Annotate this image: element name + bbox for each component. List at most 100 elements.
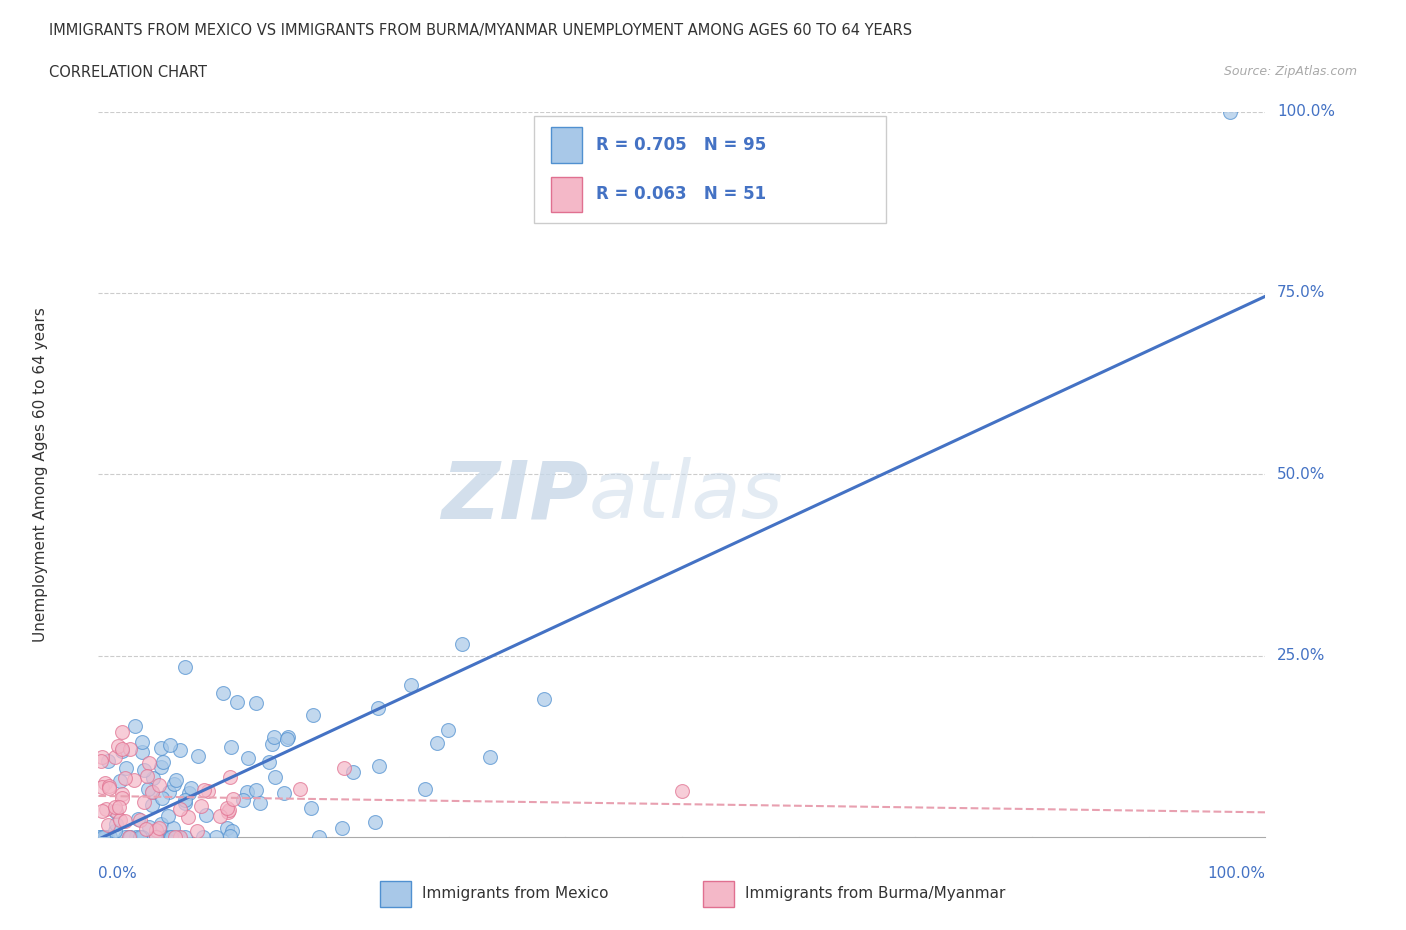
- Point: [115, 761, 138, 776]
- Point: [264, 770, 287, 785]
- Point: [141, 797, 163, 812]
- Point: [226, 695, 249, 710]
- Point: [413, 782, 436, 797]
- Point: [94, 802, 117, 817]
- Point: [114, 771, 136, 786]
- Text: 25.0%: 25.0%: [1277, 648, 1326, 663]
- Point: [93, 776, 115, 790]
- Text: Source: ZipAtlas.com: Source: ZipAtlas.com: [1223, 65, 1357, 78]
- Point: [174, 795, 197, 810]
- Text: Unemployment Among Ages 60 to 64 years: Unemployment Among Ages 60 to 64 years: [32, 307, 48, 642]
- Point: [671, 783, 693, 798]
- Text: Immigrants from Mexico: Immigrants from Mexico: [422, 886, 609, 901]
- Point: [104, 800, 127, 815]
- Point: [219, 769, 242, 784]
- Point: [177, 786, 200, 801]
- Point: [367, 700, 389, 715]
- Point: [367, 759, 389, 774]
- Text: 100.0%: 100.0%: [1208, 866, 1265, 881]
- Point: [302, 708, 325, 723]
- Point: [107, 739, 129, 754]
- Point: [94, 830, 117, 844]
- Point: [426, 736, 449, 751]
- Point: [132, 794, 155, 809]
- Point: [145, 823, 167, 838]
- Point: [90, 750, 112, 764]
- Point: [162, 821, 184, 836]
- Point: [169, 743, 191, 758]
- Point: [217, 804, 239, 819]
- Point: [257, 755, 280, 770]
- Point: [111, 743, 134, 758]
- Point: [89, 753, 111, 768]
- Point: [288, 782, 311, 797]
- Point: [97, 753, 120, 768]
- Point: [159, 830, 181, 844]
- Point: [169, 830, 191, 844]
- Point: [273, 785, 295, 800]
- Point: [238, 751, 260, 765]
- Point: [148, 777, 170, 792]
- Point: [129, 813, 152, 828]
- Point: [143, 830, 166, 844]
- Point: [249, 795, 271, 810]
- Text: 75.0%: 75.0%: [1277, 286, 1326, 300]
- Point: [118, 830, 141, 844]
- Point: [108, 800, 131, 815]
- Point: [149, 741, 172, 756]
- Point: [166, 830, 188, 844]
- Text: 100.0%: 100.0%: [1277, 104, 1336, 119]
- Point: [131, 830, 153, 844]
- Point: [138, 755, 160, 770]
- Text: atlas: atlas: [589, 457, 783, 535]
- Point: [96, 830, 118, 844]
- Point: [135, 821, 157, 836]
- Point: [160, 829, 183, 844]
- Point: [277, 730, 299, 745]
- Point: [131, 735, 153, 750]
- Point: [245, 696, 267, 711]
- Point: [157, 830, 180, 844]
- Point: [127, 812, 149, 827]
- Point: [136, 782, 159, 797]
- Point: [104, 804, 127, 819]
- Point: [169, 802, 191, 817]
- Point: [245, 783, 267, 798]
- Point: [180, 781, 202, 796]
- Point: [174, 659, 197, 674]
- Point: [187, 749, 209, 764]
- Point: [212, 686, 235, 701]
- Point: [111, 790, 134, 805]
- Point: [276, 731, 298, 746]
- Point: [135, 769, 157, 784]
- Point: [104, 804, 127, 818]
- Point: [217, 821, 239, 836]
- Point: [155, 830, 177, 844]
- Point: [141, 784, 163, 799]
- Point: [221, 824, 243, 839]
- Point: [90, 830, 112, 844]
- Text: 0.0%: 0.0%: [98, 866, 138, 881]
- Point: [141, 785, 163, 800]
- Point: [173, 830, 195, 844]
- Point: [205, 830, 228, 844]
- Point: [122, 773, 145, 788]
- Point: [104, 823, 127, 838]
- Point: [114, 830, 136, 844]
- Point: [142, 771, 165, 786]
- Point: [218, 829, 240, 844]
- Point: [219, 739, 242, 754]
- Point: [215, 801, 238, 816]
- Point: [235, 785, 257, 800]
- Text: R = 0.705   N = 95: R = 0.705 N = 95: [596, 136, 766, 154]
- Point: [299, 800, 322, 815]
- Point: [262, 737, 284, 751]
- Point: [149, 817, 172, 831]
- Point: [193, 830, 215, 844]
- Point: [221, 791, 243, 806]
- Point: [148, 820, 170, 835]
- Point: [193, 783, 215, 798]
- Point: [169, 830, 191, 844]
- Point: [160, 830, 183, 844]
- Text: 50.0%: 50.0%: [1277, 467, 1326, 482]
